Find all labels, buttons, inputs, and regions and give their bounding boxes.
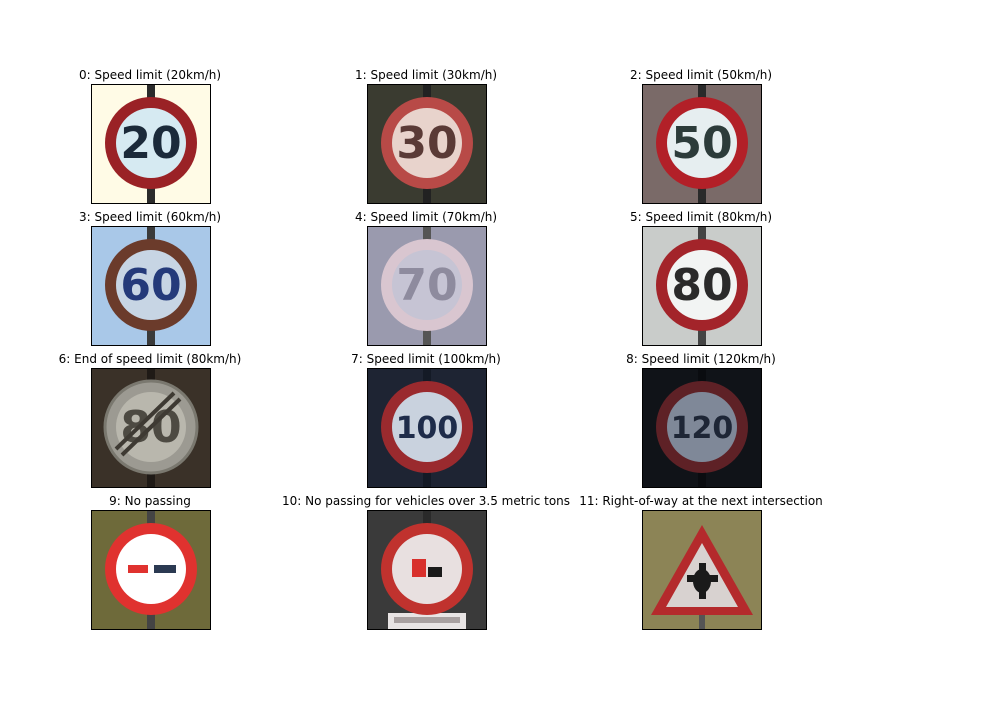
sign-image: 20: [91, 84, 211, 204]
right-of-way-sign-icon: [643, 511, 761, 629]
speed-limit-20-sign-icon: 20: [92, 85, 210, 203]
sign-title: 5: Speed limit (80km/h): [629, 210, 773, 224]
end-speed-limit-80-sign-icon: 80: [92, 369, 210, 487]
sign-image: [367, 510, 487, 630]
speed-limit-70-sign-icon: 70: [368, 227, 486, 345]
speed-limit-60-sign-icon: 60: [92, 227, 210, 345]
sign-image: 80: [91, 368, 211, 488]
sign-title: 11: Right-of-way at the next intersectio…: [579, 494, 823, 508]
svg-text:70: 70: [396, 260, 457, 311]
no-passing-sign-icon: [92, 511, 210, 629]
sign-title: 8: Speed limit (120km/h): [626, 352, 776, 366]
sign-image: [91, 510, 211, 630]
svg-text:120: 120: [671, 411, 734, 446]
svg-text:80: 80: [671, 260, 732, 311]
svg-text:20: 20: [120, 118, 181, 169]
sign-title: 0: Speed limit (20km/h): [78, 68, 222, 82]
no-passing-trucks-sign-icon: [368, 511, 486, 629]
svg-text:60: 60: [120, 260, 181, 311]
sign-title: 1: Speed limit (30km/h): [354, 68, 498, 82]
sign-image: [642, 510, 762, 630]
sign-image: 30: [367, 84, 487, 204]
speed-limit-100-sign-icon: 100: [368, 369, 486, 487]
sign-image: 50: [642, 84, 762, 204]
svg-text:50: 50: [671, 118, 732, 169]
speed-limit-50-sign-icon: 50: [643, 85, 761, 203]
speed-limit-30-sign-icon: 30: [368, 85, 486, 203]
sign-image: 60: [91, 226, 211, 346]
sign-title: 7: Speed limit (100km/h): [351, 352, 501, 366]
sign-image: 100: [367, 368, 487, 488]
sign-image: 70: [367, 226, 487, 346]
speed-limit-80-sign-icon: 80: [643, 227, 761, 345]
sign-title: 9: No passing: [109, 494, 191, 508]
svg-text:30: 30: [396, 118, 457, 169]
sign-title: 4: Speed limit (70km/h): [354, 210, 498, 224]
sign-image: 120: [642, 368, 762, 488]
svg-text:100: 100: [396, 411, 459, 446]
speed-limit-120-sign-icon: 120: [643, 369, 761, 487]
sign-title: 6: End of speed limit (80km/h): [58, 352, 242, 366]
sign-title: 3: Speed limit (60km/h): [78, 210, 222, 224]
sign-image: 80: [642, 226, 762, 346]
sign-title: 10: No passing for vehicles over 3.5 met…: [281, 494, 571, 508]
sign-title: 2: Speed limit (50km/h): [629, 68, 773, 82]
